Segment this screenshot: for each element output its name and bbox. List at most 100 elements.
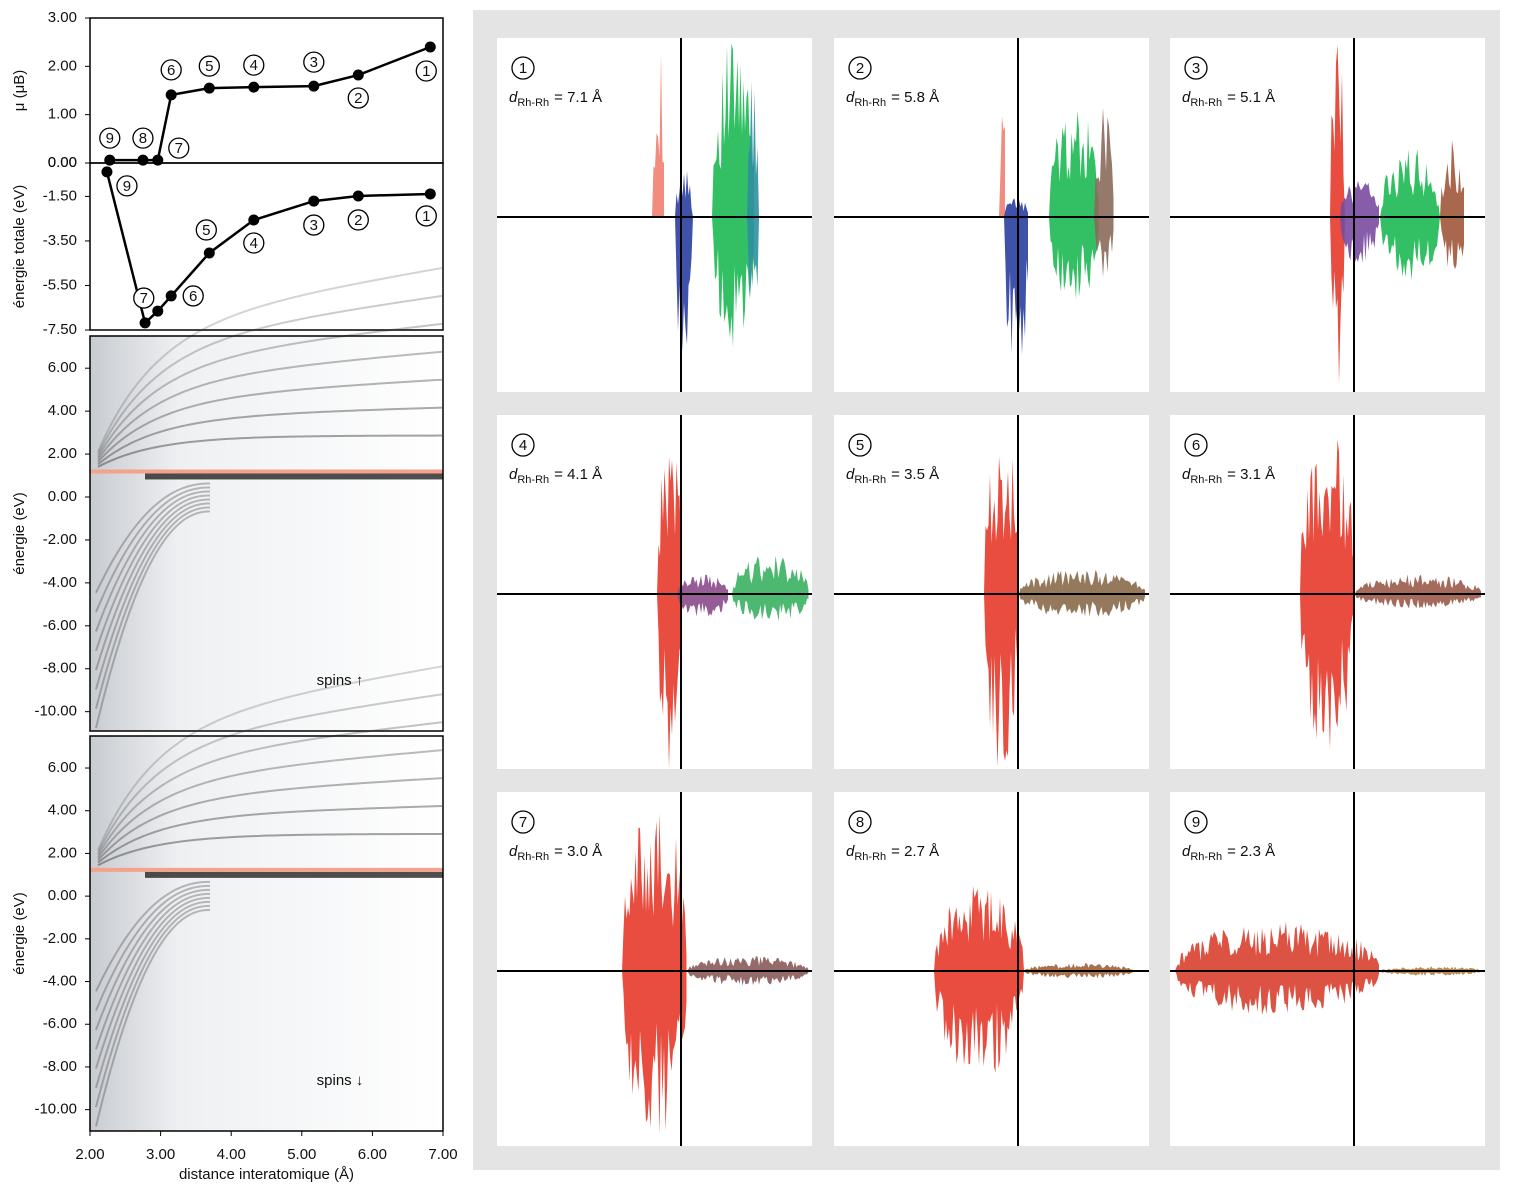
panel-label: dRh-Rh = 7.1 Å — [509, 89, 602, 109]
y-axis-label: énergie (eV) — [11, 892, 28, 975]
heatmap-band — [95, 908, 211, 1127]
heatmap-band — [95, 490, 211, 632]
label-value: = 4.1 Å — [554, 466, 602, 483]
spectrum — [1340, 180, 1379, 263]
label-value: = 2.7 Å — [891, 843, 939, 860]
label-symbol: d — [846, 466, 855, 483]
panel-number: 4 — [519, 437, 527, 454]
label-subscript: Rh-Rh — [517, 97, 549, 109]
y-tick-label: -7.50 — [43, 321, 77, 338]
spectrum-panel: 8 dRh-Rh = 2.7 Å — [834, 792, 1149, 1146]
point-label: 9 — [106, 130, 114, 147]
data-point — [352, 190, 364, 202]
spectrum — [1440, 140, 1464, 270]
label-symbol: d — [509, 843, 518, 860]
spectrum — [999, 116, 1005, 217]
heatmap-band — [95, 880, 211, 992]
data-point — [352, 69, 364, 81]
data-point — [152, 154, 164, 166]
panel-number: 7 — [519, 814, 527, 831]
panel-label: dRh-Rh = 3.1 Å — [1182, 466, 1275, 486]
label-subscript: Rh-Rh — [517, 851, 549, 863]
point-label-circle — [303, 51, 325, 73]
data-point — [165, 89, 177, 101]
y-tick-label: -6.00 — [43, 1015, 77, 1032]
point-label: 2 — [354, 212, 362, 229]
data-point — [248, 81, 260, 93]
heatmap-band — [95, 506, 211, 709]
point-label-circle — [243, 232, 265, 254]
point-label-circle — [347, 209, 369, 231]
spectrum — [1355, 574, 1481, 609]
y-tick-label: 6.00 — [48, 359, 77, 376]
x-tick-label: 5.00 — [287, 1146, 316, 1163]
y-tick-label: -2.00 — [43, 531, 77, 548]
spectrum — [732, 555, 809, 622]
x-axis-label: distance interatomique (Å) — [179, 1166, 354, 1183]
label-subscript: Rh-Rh — [1190, 97, 1222, 109]
spectrum — [747, 81, 759, 298]
point-label-circle — [415, 60, 437, 82]
point-label: 1 — [422, 63, 430, 80]
heatmap-band — [95, 892, 211, 1050]
data-point — [248, 214, 260, 226]
point-label-circle — [303, 214, 325, 236]
panel-number-circle — [1184, 433, 1208, 457]
point-label-circle — [116, 175, 138, 197]
heatmap-band — [97, 322, 443, 458]
label-value: = 7.1 Å — [554, 89, 602, 106]
label-symbol: d — [846, 89, 855, 106]
heatmap-band — [95, 502, 211, 690]
panel-label: dRh-Rh = 3.0 Å — [509, 843, 602, 863]
data-point — [137, 154, 149, 166]
panel-label: dRh-Rh = 4.1 Å — [509, 466, 602, 486]
panel-number: 8 — [856, 814, 864, 831]
y-tick-label: -8.00 — [43, 1058, 77, 1075]
data-point — [104, 154, 116, 166]
y-tick-label: 2.00 — [48, 57, 77, 74]
y-tick-label: -8.00 — [43, 660, 77, 677]
heatmap-band — [95, 900, 211, 1089]
heatmap-bands — [95, 665, 443, 1127]
heatmap-band — [95, 896, 211, 1069]
spectrum — [1380, 149, 1440, 281]
label-symbol: d — [1182, 89, 1191, 106]
y-tick-label: -4.00 — [43, 574, 77, 591]
panel-number-circle — [511, 56, 535, 80]
spectrum — [622, 813, 687, 1135]
label-symbol: d — [1182, 466, 1191, 483]
point-label: 3 — [310, 54, 318, 71]
panel-label: dRh-Rh = 2.3 Å — [1182, 843, 1275, 863]
panel-number-circle — [848, 56, 872, 80]
y-tick-label: 3.00 — [48, 9, 77, 26]
heatmap-band — [145, 473, 443, 480]
data-point — [308, 80, 320, 92]
data-point — [101, 166, 113, 178]
y-tick-label: -3.50 — [43, 232, 77, 249]
point-label-circle — [182, 285, 204, 307]
heatmap-band — [97, 693, 443, 854]
heatmap-band — [97, 721, 443, 856]
data-point — [424, 188, 436, 200]
panel-number: 1 — [519, 60, 527, 77]
heatmap-band — [95, 482, 211, 594]
heatmap-band — [97, 378, 443, 463]
y-axis-label: μ (μB) — [11, 70, 28, 111]
y-axis-label: énergie totale (eV) — [11, 185, 28, 308]
y-tick-label: 1.00 — [48, 106, 77, 123]
annotation: spins ↑ — [317, 672, 364, 689]
x-tick-label: 6.00 — [358, 1146, 387, 1163]
point-label: 7 — [140, 290, 148, 307]
data-line — [105, 171, 431, 326]
plot-frame — [89, 735, 444, 1132]
spectrum-panel: 4 dRh-Rh = 4.1 Å — [497, 415, 812, 770]
panel-number-circle — [848, 810, 872, 834]
panel-label: dRh-Rh = 2.7 Å — [846, 843, 939, 863]
label-value: = 3.0 Å — [554, 843, 602, 860]
point-label: 5 — [202, 222, 210, 239]
panel-number-circle — [1184, 56, 1208, 80]
y-tick-label: -5.50 — [43, 276, 77, 293]
point-label-circle — [198, 55, 220, 77]
point-label: 6 — [189, 288, 197, 305]
